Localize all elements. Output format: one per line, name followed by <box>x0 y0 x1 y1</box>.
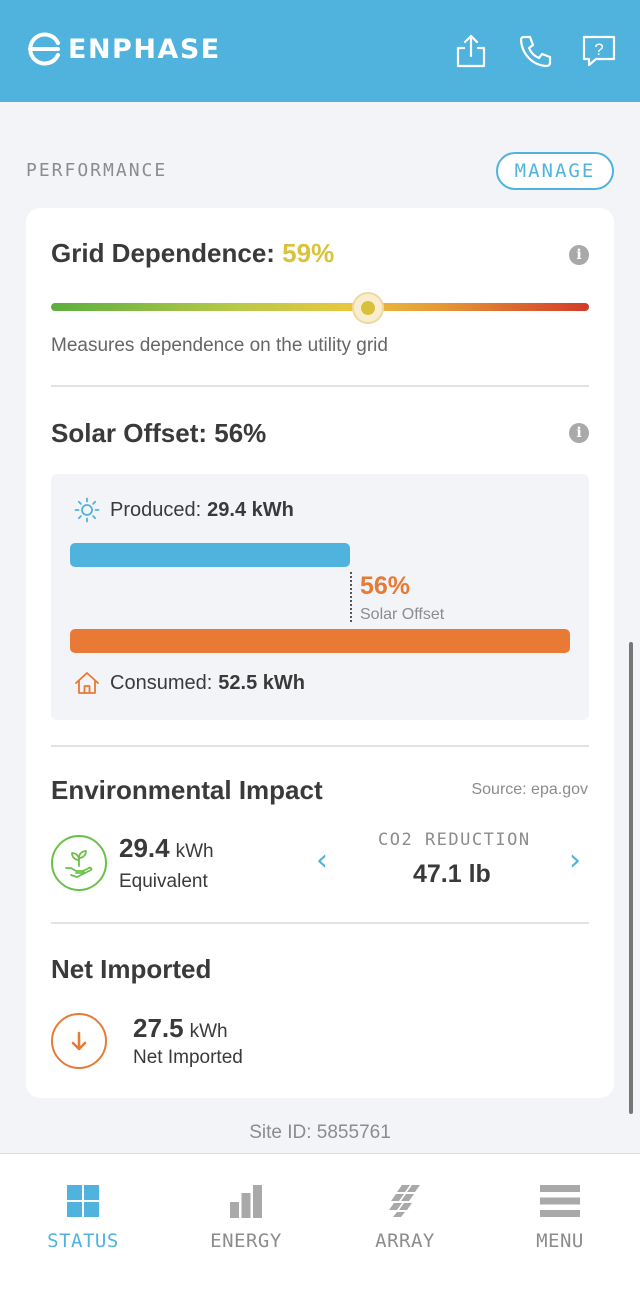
manage-button[interactable]: MANAGE <box>496 152 614 190</box>
solar-offset-title: Solar Offset: 56% <box>51 418 267 448</box>
consumed-label: Consumed: <box>110 671 213 694</box>
brand-name: ENPHASE <box>68 33 221 65</box>
status-grid-icon <box>67 1185 99 1217</box>
tab-menu[interactable]: MENU <box>510 1184 610 1252</box>
produced-value: 29.4 kWh <box>207 498 294 521</box>
tab-array-label: ARRAY <box>375 1230 435 1252</box>
co2-reduction-label: CO2 REDUCTION <box>378 830 531 850</box>
site-id: Site ID: 5855761 <box>249 1122 391 1143</box>
produced-label: Produced: <box>110 498 202 521</box>
menu-icon <box>540 1185 580 1217</box>
grid-dependence-gauge-marker <box>352 292 385 324</box>
solar-offset-info-icon[interactable]: i <box>569 423 589 443</box>
array-panels-icon <box>389 1185 420 1217</box>
divider <box>51 922 589 924</box>
net-imported-title: Net Imported <box>51 954 212 984</box>
solar-offset-caption: Solar Offset <box>360 606 445 623</box>
chevron-left-icon[interactable]: ‹ <box>316 843 328 878</box>
solar-offset-percent: 56% <box>360 572 411 600</box>
produced-bar <box>70 543 350 567</box>
enphase-logo: ENPHASE <box>28 32 221 66</box>
produced-row: Produced: 29.4 kWh <box>74 497 294 523</box>
consumed-bar <box>70 629 570 653</box>
grid-dependence-label: Grid Dependence: <box>51 238 275 268</box>
environmental-source[interactable]: Source: epa.gov <box>471 781 588 798</box>
equivalent-kwh-value: 29.4 kWh <box>119 833 214 863</box>
solar-offset-panel <box>51 474 589 720</box>
tab-menu-label: MENU <box>536 1230 584 1252</box>
divider <box>51 385 589 387</box>
offset-marker-line <box>350 572 352 622</box>
tab-status[interactable]: STATUS <box>33 1184 133 1252</box>
net-imported-label: Net Imported <box>133 1047 243 1068</box>
tab-status-label: STATUS <box>47 1230 119 1252</box>
plant-hand-icon <box>51 835 107 891</box>
divider <box>51 745 589 747</box>
environmental-impact-title: Environmental Impact <box>51 775 323 805</box>
equivalent-label: Equivalent <box>119 871 208 892</box>
house-icon <box>75 672 99 694</box>
performance-section-title: PERFORMANCE <box>26 160 168 181</box>
scrollbar[interactable] <box>629 642 633 1114</box>
grid-dependence-info-icon[interactable]: i <box>569 245 589 265</box>
help-icon[interactable]: ? <box>580 32 618 70</box>
arrow-down-icon <box>51 1013 107 1069</box>
share-icon[interactable] <box>452 32 490 70</box>
consumed-row: Consumed: 52.5 kWh <box>74 670 305 696</box>
grid-dependence-title: Grid Dependence: 59% <box>51 238 334 269</box>
tab-energy-label: ENERGY <box>210 1230 282 1252</box>
net-imported-value: 27.5 kWh <box>133 1013 228 1043</box>
phone-icon[interactable] <box>516 32 554 70</box>
bottom-tab-bar <box>0 1153 640 1292</box>
chevron-right-icon[interactable]: › <box>569 843 581 878</box>
tab-array[interactable]: ARRAY <box>355 1184 455 1252</box>
grid-dependence-gauge <box>51 303 589 311</box>
consumed-value: 52.5 kWh <box>218 671 305 694</box>
enphase-logo-icon <box>28 32 60 66</box>
grid-dependence-value: 59% <box>282 238 335 268</box>
svg-text:?: ? <box>594 40 603 59</box>
tab-energy[interactable]: ENERGY <box>196 1184 296 1252</box>
energy-bars-icon <box>230 1185 262 1218</box>
app-header: ENPHASE ? <box>0 0 640 102</box>
grid-dependence-description: Measures dependence on the utility grid <box>51 335 388 356</box>
co2-reduction-value: 47.1 lb <box>413 860 491 888</box>
sun-icon <box>74 497 100 523</box>
